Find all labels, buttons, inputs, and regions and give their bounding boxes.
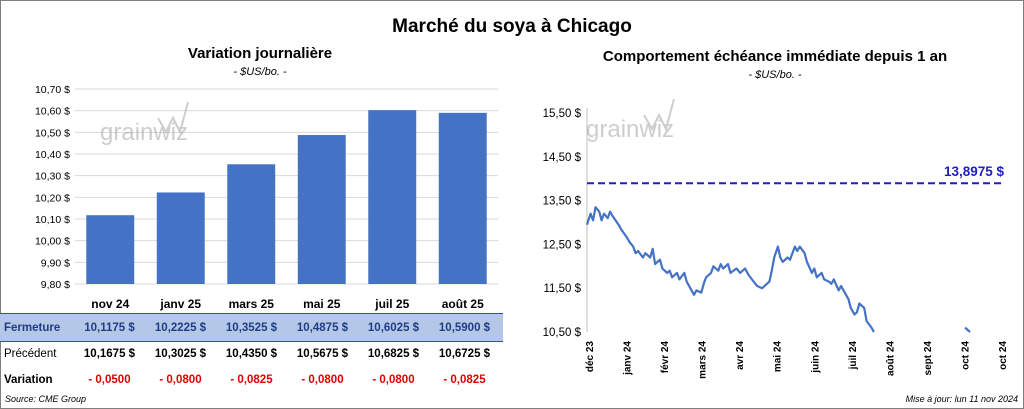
table-row-precedent: Précédent 10,1675 $ 10,3025 $ 10,4350 $ … — [0, 340, 503, 367]
table-cell: 10,4350 $ — [225, 347, 278, 360]
y-tick-label: 10,40 $ — [35, 149, 70, 161]
x-tick-label: août 25 — [442, 297, 484, 311]
table-cell: - 0,0825 — [230, 373, 273, 386]
x-tick-label: déc 23 — [585, 341, 596, 373]
x-tick-label: janv 25 — [159, 297, 201, 311]
table-cell: 10,1175 $ — [84, 321, 135, 334]
x-tick-label: nov 24 — [91, 297, 129, 311]
y-tick-label: 11,50 $ — [543, 283, 581, 295]
price-line — [585, 206, 875, 333]
x-tick-label: juin 24 — [810, 341, 821, 374]
bar — [156, 192, 205, 284]
y-tick-label: 10,70 $ — [35, 84, 70, 96]
bar — [368, 110, 417, 284]
y-tick-label: 10,00 $ — [35, 236, 70, 248]
x-tick-label: janv 24 — [623, 341, 634, 376]
table-row-variation: Variation - 0,0500 - 0,0800 - 0,0825 - 0… — [0, 366, 503, 393]
daily-variation-bar-chart: 9,80 $ 9,90 $ 10,00 $ 10,10 $ 10,20 $ 10,30 $… — [35, 84, 498, 311]
x-tick-label: août 24 — [885, 341, 896, 376]
x-tick-label: mars 25 — [229, 297, 275, 311]
table-cell: 10,1675 $ — [83, 347, 136, 360]
reference-value-label: 13,8975 $ — [944, 164, 1005, 179]
x-tick-label: mars 24 — [698, 341, 709, 379]
x-tick-label: juil 24 — [848, 341, 859, 371]
table-cell: - 0,0800 — [159, 373, 202, 386]
y-tick-label: 10,30 $ — [35, 171, 70, 183]
y-tick-label: 15,50 $ — [543, 108, 582, 120]
table-cell: - 0,0800 — [301, 373, 344, 386]
bar — [227, 164, 276, 284]
x-tick-label: mai 25 — [303, 297, 341, 311]
row-label: Variation — [4, 373, 53, 386]
x-tick-label: juil 25 — [374, 297, 409, 311]
table-cell: - 0,0825 — [443, 373, 486, 386]
watermark-text: grainwiz — [586, 116, 674, 143]
table-cell: 10,2225 $ — [154, 321, 207, 334]
x-tick-label: mai 24 — [773, 341, 784, 373]
x-tick-label: oct 24 — [998, 341, 1009, 370]
y-tick-label: 10,10 $ — [35, 214, 70, 226]
grainwiz-watermark: grainwiz — [100, 101, 189, 146]
row-label: Fermeture — [4, 321, 61, 334]
watermark-swoosh — [643, 98, 675, 132]
daily-variation-subtitle: - $US/bo. - — [233, 66, 287, 78]
watermark-swoosh — [157, 101, 189, 135]
table-cell: 10,3525 $ — [225, 321, 278, 334]
table-cell: - 0,0800 — [372, 373, 415, 386]
y-tick-label: 10,50 $ — [543, 327, 582, 339]
table-row-fermeture: Fermeture 10,1175 $ 10,2225 $ 10,3525 $ … — [0, 313, 503, 342]
front-month-subtitle: - $US/bo. - — [748, 69, 802, 81]
bar — [438, 112, 487, 284]
daily-variation-title: Variation journalière — [187, 45, 333, 62]
main-title: Marché du soya à Chicago — [392, 16, 632, 37]
price-line — [964, 326, 971, 333]
table-cell: 10,3025 $ — [154, 347, 207, 360]
row-label: Précédent — [4, 347, 57, 360]
y-tick-label: 13,50 $ — [543, 196, 582, 208]
x-tick-label: févr 24 — [660, 341, 671, 374]
table-cell: 10,6825 $ — [367, 347, 420, 360]
update-note: Mise à jour: lun 11 nov 2024 — [905, 394, 1018, 404]
watermark-text: grainwiz — [100, 119, 188, 146]
y-tick-label: 10,50 $ — [35, 127, 70, 139]
y-tick-label: 12,50 $ — [543, 239, 582, 251]
y-tick-label: 9,90 $ — [41, 257, 70, 269]
x-tick-label: avr 24 — [735, 341, 746, 370]
table-cell: 10,6025 $ — [367, 321, 420, 334]
x-tick-label: sept 24 — [923, 341, 934, 376]
x-tick-label: oct 24 — [960, 341, 971, 370]
table-cell: 10,4875 $ — [296, 321, 349, 334]
table-cell: 10,5675 $ — [296, 347, 349, 360]
y-tick-label: 10,60 $ — [35, 106, 70, 118]
y-tick-label: 10,20 $ — [35, 192, 70, 204]
front-month-line-chart: 10,50 $ 11,50 $ 12,50 $ 13,50 $ 14,50 $ 15,50… — [543, 98, 1009, 379]
table-cell: 10,6725 $ — [438, 347, 491, 360]
source-note: Source: CME Group — [5, 394, 87, 404]
y-tick-label: 9,80 $ — [41, 279, 70, 291]
y-tick-label: 14,50 $ — [543, 152, 582, 164]
table-cell: - 0,0500 — [88, 373, 131, 386]
bar — [86, 215, 135, 284]
table-cell: 10,5900 $ — [438, 321, 491, 334]
bar — [297, 135, 346, 284]
grainwiz-watermark: grainwiz — [586, 98, 675, 143]
front-month-title: Comportement échéance immédiate depuis 1… — [602, 48, 948, 65]
